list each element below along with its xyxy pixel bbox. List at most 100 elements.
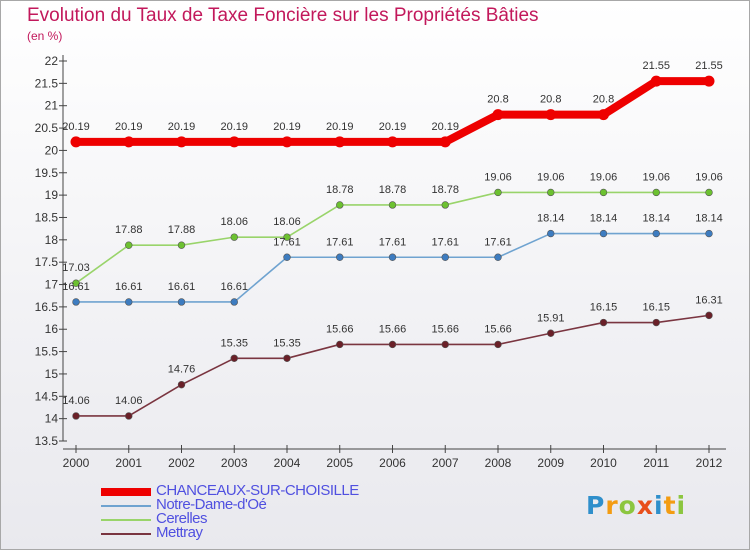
data-point — [283, 233, 291, 241]
data-label: 18.06 — [273, 216, 301, 228]
data-point — [281, 136, 293, 148]
data-label: 15.66 — [484, 323, 512, 335]
data-label: 18.06 — [220, 216, 248, 228]
data-label: 19.06 — [695, 171, 723, 183]
data-point — [230, 233, 238, 241]
data-point — [441, 201, 449, 209]
data-point — [125, 241, 133, 249]
data-point — [599, 229, 608, 238]
data-label: 14.06 — [115, 395, 143, 407]
data-label: 20.8 — [593, 94, 614, 106]
data-point — [705, 188, 713, 197]
data-label: 16.61 — [115, 281, 143, 293]
x-tick-label: 2005 — [326, 456, 353, 470]
legend-swatch — [101, 519, 151, 521]
data-point — [70, 136, 82, 148]
data-point — [388, 201, 397, 209]
data-label: 17.88 — [115, 224, 143, 236]
data-label: 18.14 — [590, 213, 618, 225]
data-label: 18.14 — [642, 213, 670, 225]
y-tick-label: 17.5 — [35, 255, 59, 269]
data-label: 18.14 — [695, 213, 723, 225]
data-point — [494, 253, 502, 261]
data-label: 20.19 — [379, 121, 407, 133]
data-label: 20.19 — [168, 121, 196, 133]
data-point — [177, 380, 186, 389]
x-tick-label: 2004 — [274, 456, 301, 470]
data-label: 19.06 — [590, 171, 618, 183]
legend-label: Cerelles — [156, 510, 208, 527]
data-label: 15.91 — [537, 312, 565, 324]
data-label: 19.06 — [537, 171, 565, 183]
data-point — [652, 188, 660, 197]
y-tick-label: 14.5 — [35, 389, 59, 403]
data-label: 19.06 — [642, 171, 670, 183]
x-tick-label: 2001 — [115, 456, 142, 470]
data-label: 15.35 — [273, 337, 301, 349]
data-label: 18.78 — [431, 184, 459, 196]
data-point — [599, 188, 608, 197]
chart-title: Evolution du Taux de Taxe Foncière sur l… — [27, 5, 539, 26]
data-point — [334, 136, 346, 148]
series-3: 14.06 14.06 14.76 15.35 15.35 15.66 15.66 15.66… — [62, 294, 723, 420]
data-point — [441, 253, 449, 261]
y-tick-label: 19.5 — [35, 166, 59, 180]
x-tick-label: 2011 — [643, 456, 669, 470]
data-point — [650, 75, 662, 87]
data-label: 18.78 — [379, 184, 407, 196]
y-tick-label: 16.5 — [35, 300, 59, 314]
data-point — [336, 201, 344, 209]
data-point — [336, 253, 344, 261]
series-2: 17.03 17.88 17.88 18.06 18.06 18.78 18.78 18.78… — [62, 171, 723, 287]
data-label: 20.19 — [273, 121, 301, 133]
data-label: 15.35 — [220, 337, 248, 349]
data-point — [125, 412, 133, 420]
proxiti-logo: Proxiti — [586, 491, 687, 520]
data-label: 15.66 — [431, 323, 459, 335]
data-point — [387, 136, 398, 148]
data-label: 17.03 — [62, 262, 90, 274]
data-point — [177, 298, 186, 306]
y-tick-label: 20.5 — [35, 121, 59, 135]
data-label: 16.61 — [168, 281, 196, 293]
y-tick-label: 18.5 — [35, 210, 59, 224]
y-tick-label: 21.5 — [35, 76, 59, 90]
y-tick-label: 15 — [45, 367, 59, 381]
data-point — [283, 253, 291, 261]
x-tick-label: 2009 — [537, 456, 564, 470]
data-label: 17.61 — [431, 236, 459, 248]
data-point — [492, 109, 504, 121]
data-label: 15.66 — [326, 323, 354, 335]
y-tick-label: 17 — [45, 278, 59, 292]
data-label: 17.61 — [326, 236, 354, 248]
x-tick-label: 2002 — [168, 456, 195, 470]
data-point — [72, 298, 80, 306]
data-point — [72, 279, 80, 287]
x-tick-label: 2010 — [590, 456, 617, 470]
data-point — [545, 109, 557, 121]
data-label: 14.06 — [62, 395, 90, 407]
data-label: 21.55 — [642, 60, 670, 72]
x-tick-label: 2012 — [696, 456, 723, 470]
y-tick-label: 22 — [45, 54, 59, 68]
data-label: 17.61 — [273, 236, 301, 248]
x-tick-label: 2008 — [485, 456, 512, 470]
data-point — [72, 412, 80, 420]
data-point — [547, 188, 555, 197]
data-point — [598, 109, 609, 121]
data-point — [439, 136, 451, 148]
chart-unit-label: (en %) — [27, 29, 63, 43]
data-point — [177, 241, 186, 249]
data-point — [652, 229, 660, 238]
data-point — [388, 253, 397, 261]
data-point — [336, 340, 344, 349]
legend-label: CHANCEAUX-SUR-CHOISILLE — [156, 482, 359, 499]
data-label: 17.61 — [379, 236, 407, 248]
legend-swatch — [101, 505, 151, 507]
data-label: 20.19 — [115, 121, 143, 133]
data-point — [705, 229, 713, 238]
data-label: 21.55 — [695, 60, 723, 72]
data-point — [599, 318, 608, 327]
